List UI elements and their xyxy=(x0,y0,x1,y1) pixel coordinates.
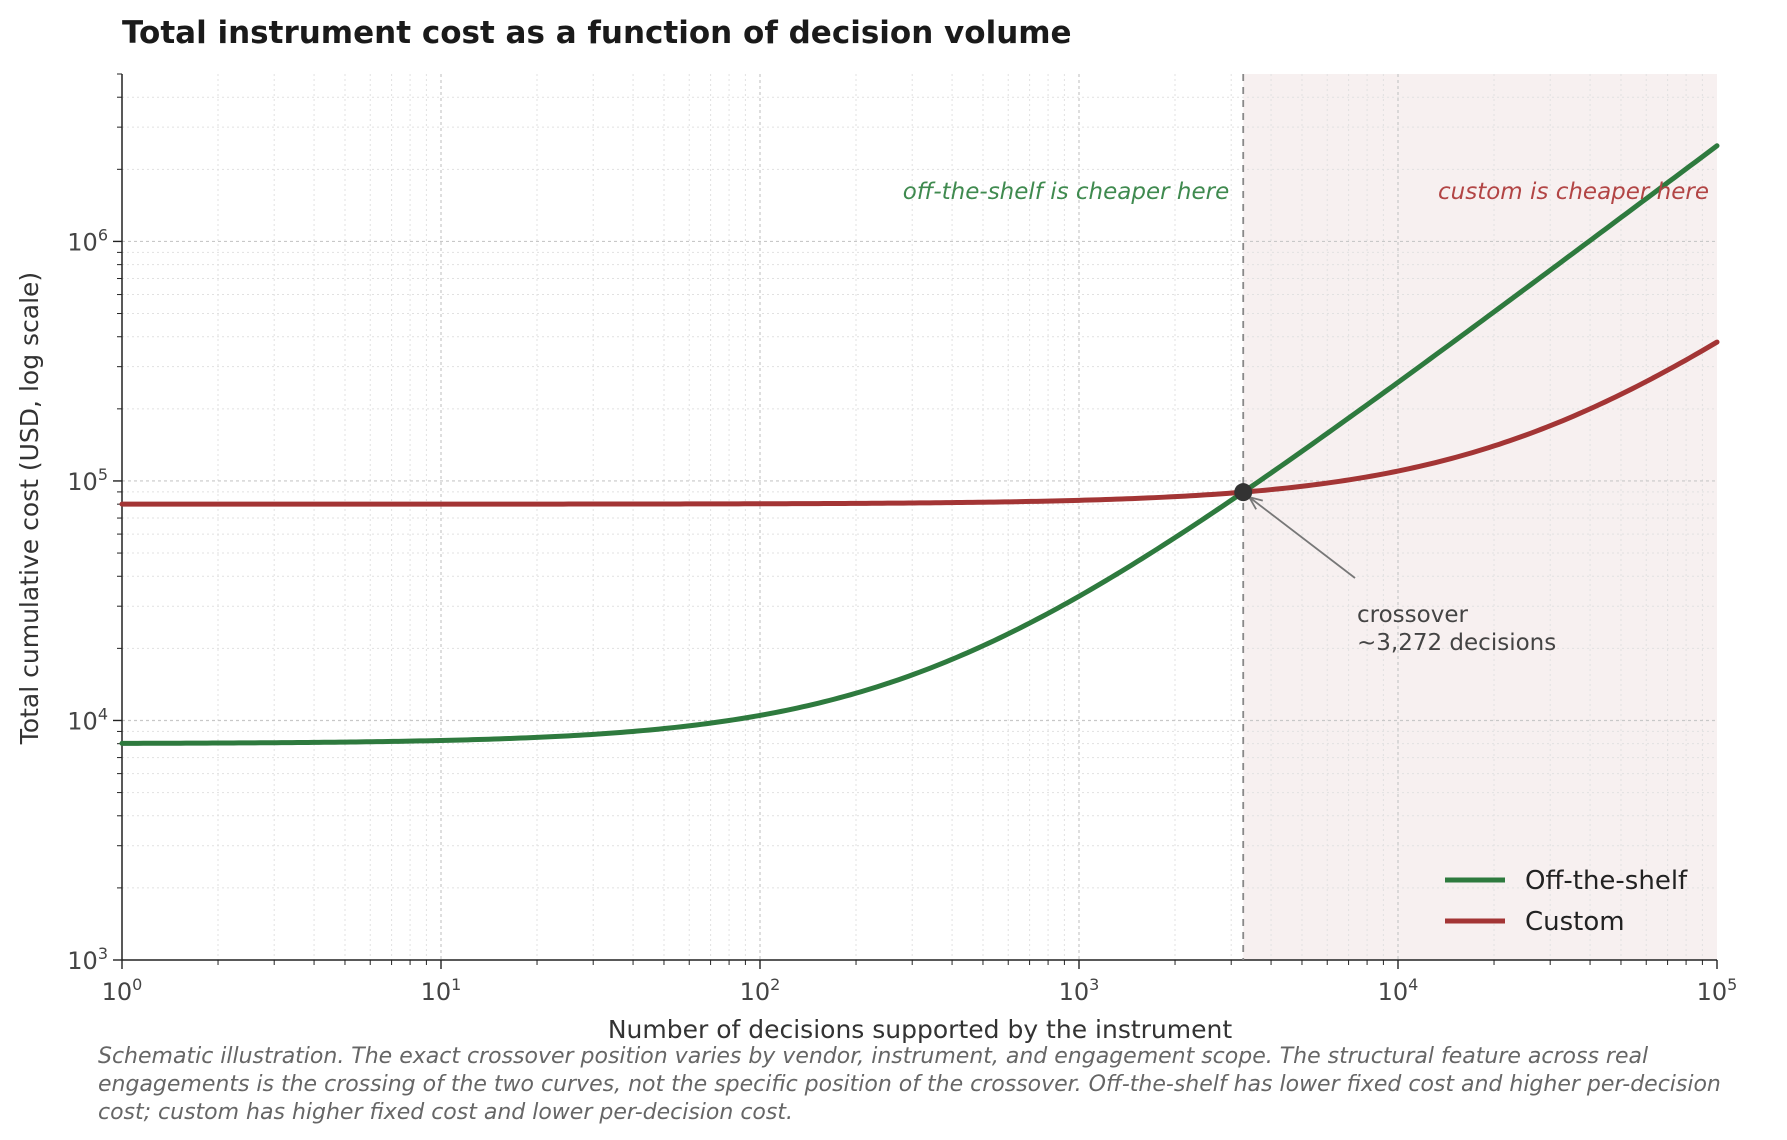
legend-label-custom: Custom xyxy=(1525,907,1625,937)
axes: 100 101 102 103 104 105 103 104 105 106 xyxy=(67,73,1738,1006)
crossover-value-label: ~3,272 decisions xyxy=(1357,630,1556,656)
series-line-custom xyxy=(119,339,1720,507)
custom-cheaper-region xyxy=(1243,74,1717,960)
crossover-point xyxy=(1234,483,1253,502)
chart-title: Total instrument cost as a function of d… xyxy=(122,15,1072,51)
y-tick-label: 105 xyxy=(67,465,108,496)
crossover-label: crossover xyxy=(1357,602,1468,628)
x-tick-label: 101 xyxy=(421,975,462,1006)
legend: Off-the-shelf Custom xyxy=(1445,866,1688,937)
legend-label-off-the-shelf: Off-the-shelf xyxy=(1525,866,1688,896)
y-tick-label: 106 xyxy=(67,225,108,256)
x-tick-label: 102 xyxy=(740,975,781,1006)
crossover-arrow xyxy=(1248,496,1356,579)
y-axis-label: Total cumulative cost (USD, log scale) xyxy=(15,272,44,745)
x-tick-label: 100 xyxy=(102,975,143,1006)
y-tick-label: 103 xyxy=(67,944,108,975)
ticks: 100 101 102 103 104 105 103 104 105 106 xyxy=(67,73,1738,1006)
x-tick-label: 103 xyxy=(1059,975,1100,1006)
custom-region-label: custom is cheaper here xyxy=(1438,179,1709,205)
x-axis-label: Number of decisions supported by the ins… xyxy=(608,1015,1233,1044)
off-the-shelf-region-label: off-the-shelf is cheaper here xyxy=(903,179,1230,205)
x-tick-label: 105 xyxy=(1697,975,1738,1006)
figure-caption: Schematic illustration. The exact crosso… xyxy=(98,1044,1721,1125)
y-tick-label: 104 xyxy=(67,704,108,735)
grid xyxy=(122,74,1717,960)
x-tick-label: 104 xyxy=(1378,975,1419,1006)
series-line-off-the-shelf xyxy=(119,143,1720,746)
